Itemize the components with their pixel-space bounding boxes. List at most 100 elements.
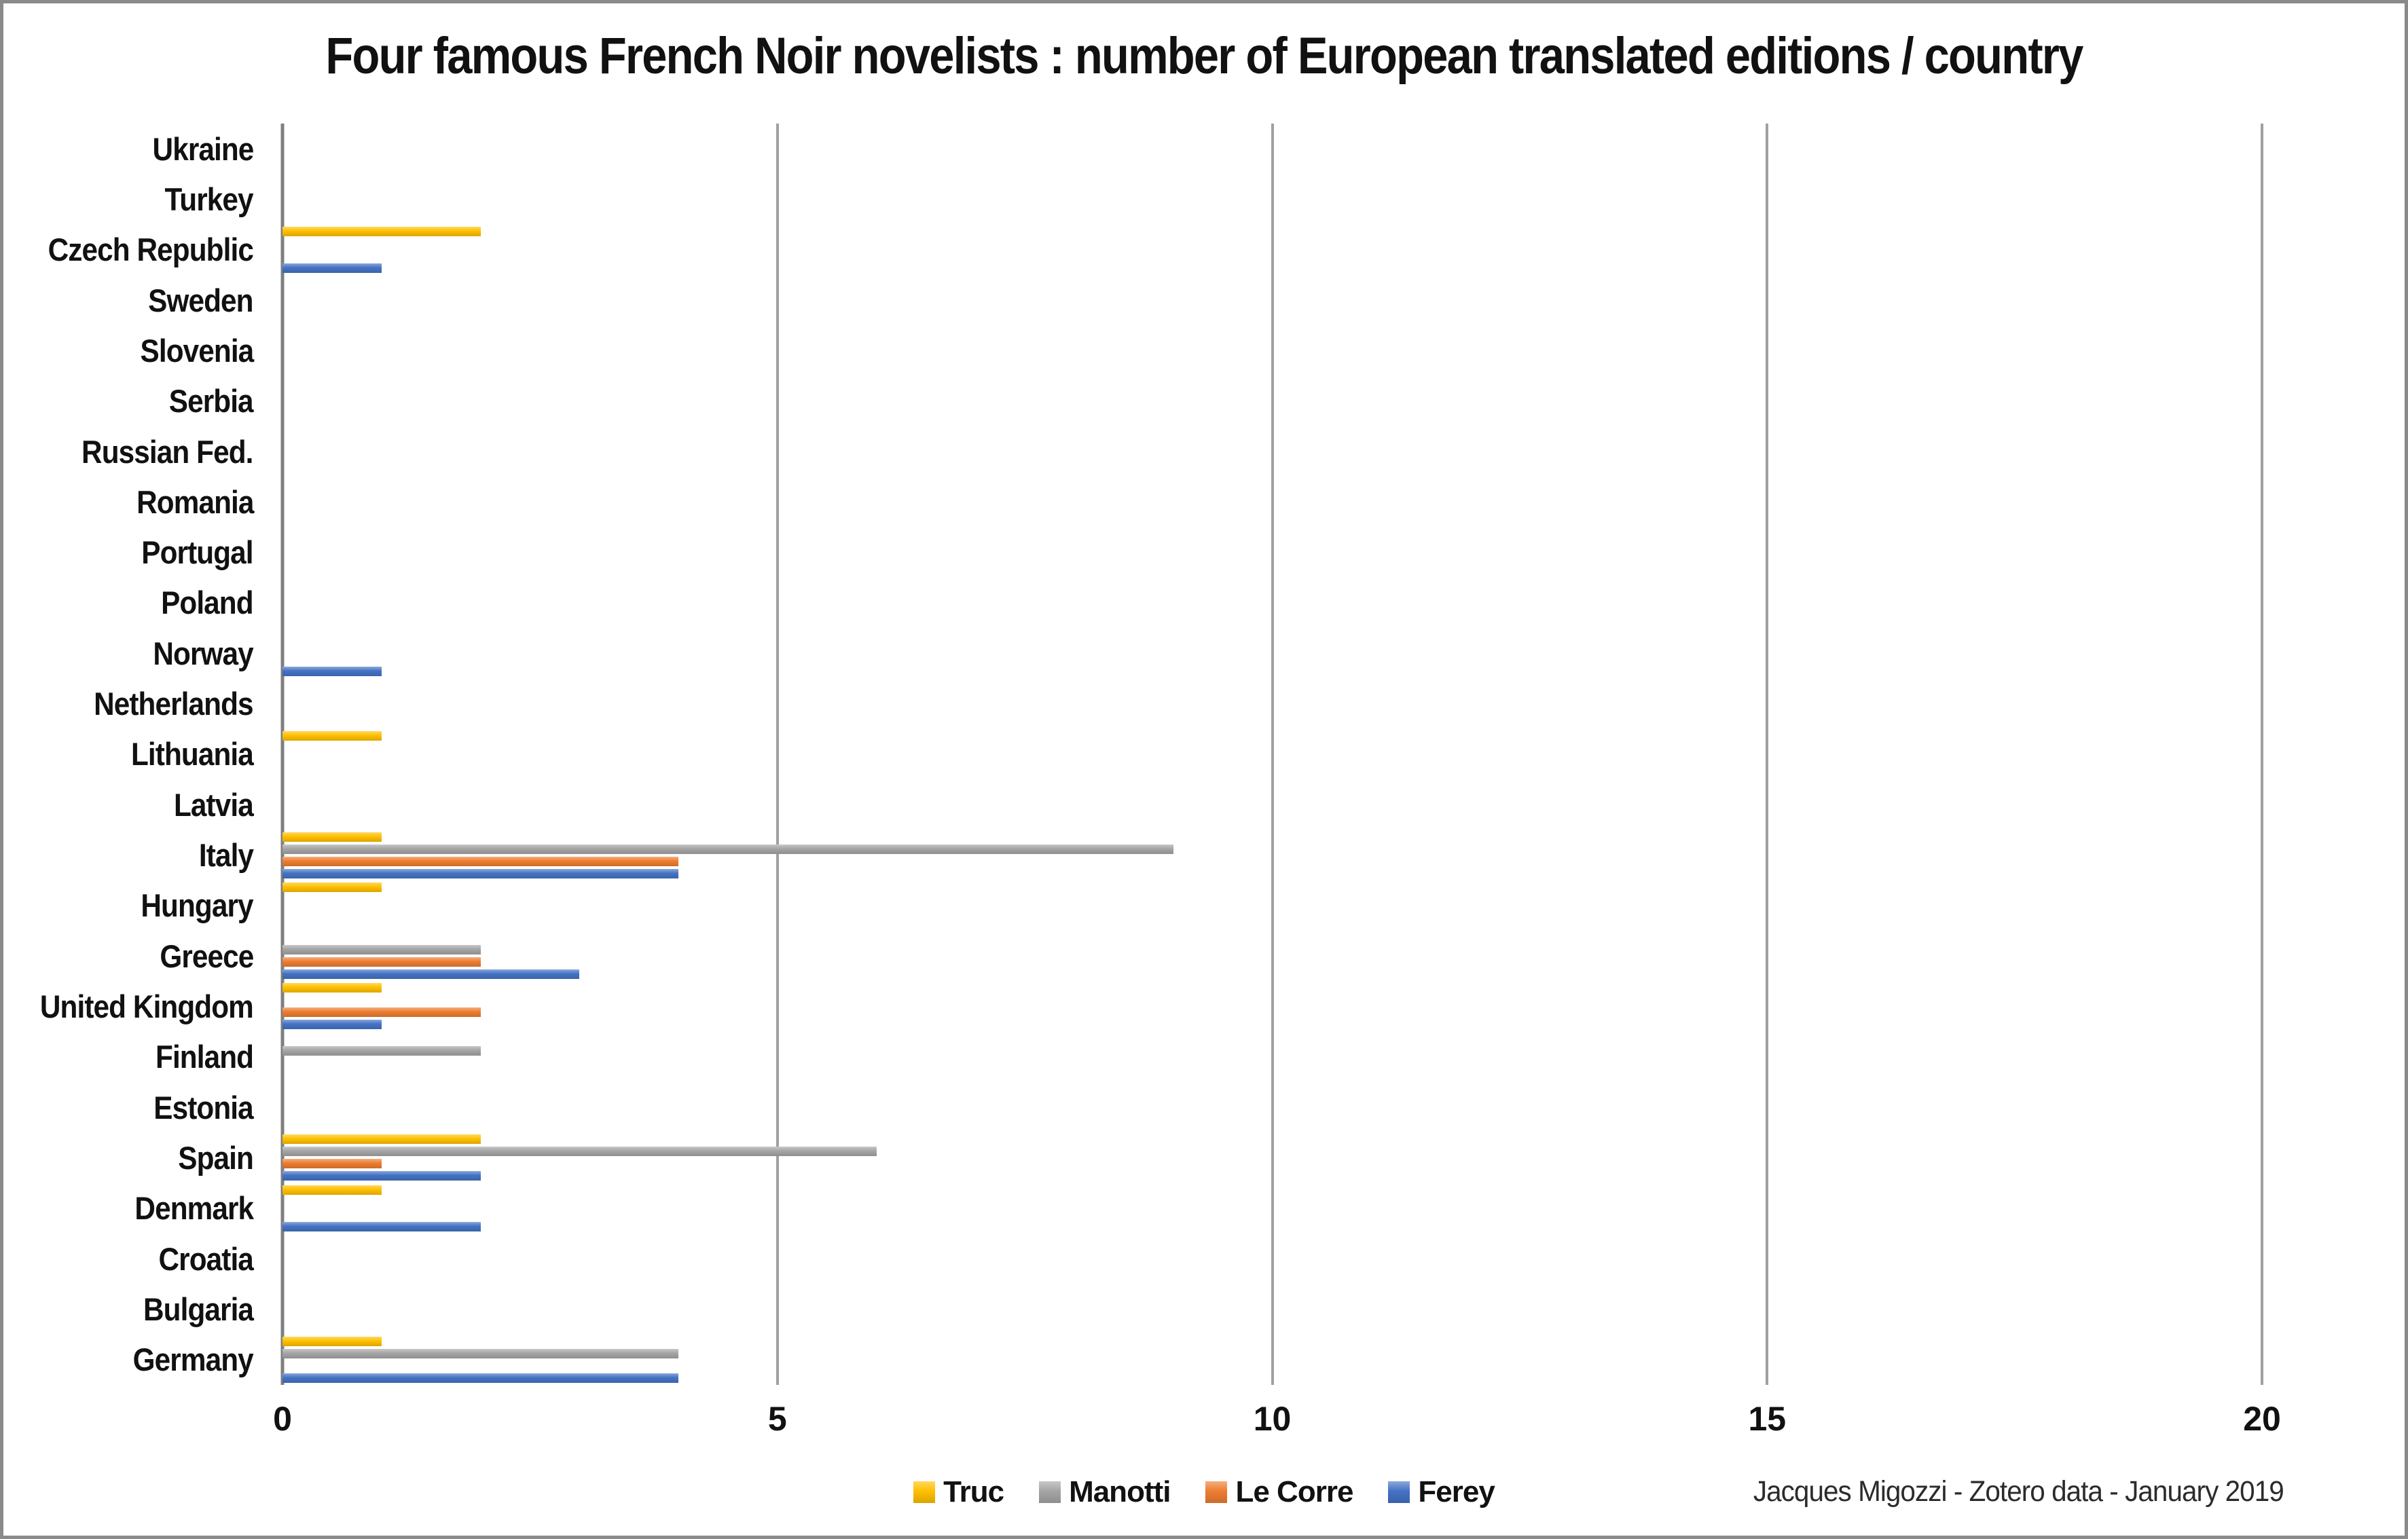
bar-slot — [282, 491, 2262, 500]
category-label-germany: Germany — [132, 1341, 254, 1378]
bar-slot — [282, 212, 2262, 222]
category-cell: Slovenia — [3, 325, 254, 375]
bar-slot — [282, 1084, 2262, 1094]
legend-color-chip-le-corre — [1205, 1481, 1228, 1503]
bar-group-netherlands — [282, 678, 2262, 728]
bar-slot — [282, 1071, 2262, 1080]
bar-slot — [282, 479, 2262, 488]
category-cell: Croatia — [3, 1234, 254, 1284]
bar-ferey-italy — [282, 868, 678, 878]
bar-group-poland — [282, 578, 2262, 628]
bar-slot — [282, 604, 2262, 614]
bar-slot — [282, 566, 2262, 576]
bar-group-united-kingdom — [282, 981, 2262, 1031]
category-axis-line — [280, 124, 285, 1385]
bar-slot — [282, 1348, 2262, 1358]
category-label-slovenia: Slovenia — [140, 332, 254, 369]
bar-slot — [282, 1034, 2262, 1043]
category-cell: Lithuania — [3, 729, 254, 779]
x-tick-label-15: 15 — [1748, 1400, 1787, 1438]
bar-slot — [282, 542, 2262, 551]
bar-slot — [282, 1361, 2262, 1371]
category-label-bulgaria: Bulgaria — [143, 1291, 254, 1327]
bar-slot — [282, 806, 2262, 815]
bar-slot — [282, 1134, 2262, 1145]
category-cell: Russian Fed. — [3, 426, 254, 477]
bar-slot — [282, 844, 2262, 854]
bar-slot — [282, 1185, 2262, 1195]
bar-le-corre-united-kingdom — [282, 1007, 481, 1018]
category-label-norway: Norway — [153, 635, 254, 671]
category-label-greece: Greece — [159, 938, 254, 974]
bar-slot — [282, 465, 2262, 475]
category-label-russian-fed-: Russian Fed. — [81, 433, 254, 470]
bar-slot — [282, 150, 2262, 160]
category-label-latvia: Latvia — [174, 786, 254, 823]
category-label-united-kingdom: United Kingdom — [39, 988, 254, 1024]
bar-ferey-united-kingdom — [282, 1020, 382, 1030]
bar-truc-denmark — [282, 1185, 382, 1195]
bar-slot — [282, 1109, 2262, 1118]
x-tick-label-0: 0 — [273, 1400, 292, 1438]
category-cell: Sweden — [3, 275, 254, 325]
bar-slot — [282, 314, 2262, 323]
legend-color-chip-ferey — [1388, 1481, 1410, 1503]
bar-slot — [282, 995, 2262, 1005]
bar-slot — [282, 756, 2262, 765]
bar-slot — [282, 503, 2262, 513]
category-label-sweden: Sweden — [148, 282, 254, 318]
bar-slot — [282, 718, 2262, 727]
bar-slot — [282, 1096, 2262, 1106]
bar-slot — [282, 895, 2262, 904]
bar-slot — [282, 1058, 2262, 1068]
bar-slot — [282, 162, 2262, 172]
bar-truc-germany — [282, 1336, 382, 1346]
category-cell: Ukraine — [3, 124, 254, 174]
bar-slot — [282, 364, 2262, 373]
legend-label-ferey: Ferey — [1418, 1475, 1495, 1508]
bar-group-estonia — [282, 1082, 2262, 1132]
x-tick-label-5: 5 — [767, 1400, 787, 1438]
bar-slot — [282, 289, 2262, 299]
bar-slot — [282, 1221, 2262, 1231]
bar-slot — [282, 301, 2262, 311]
category-label-ukraine: Ukraine — [152, 130, 254, 167]
category-label-spain: Spain — [178, 1139, 254, 1176]
category-label-estonia: Estonia — [153, 1089, 254, 1126]
x-tick-label-20: 20 — [2243, 1400, 2281, 1438]
legend-item-le-corre: Le Corre — [1205, 1475, 1353, 1509]
bar-slot — [282, 428, 2262, 438]
bar-slot — [282, 580, 2262, 589]
category-labels: Ukraine Turkey Czech Republic Sweden Sloveni… — [3, 124, 254, 1385]
legend-label-truc: Truc — [943, 1475, 1004, 1508]
bar-slot — [282, 1020, 2262, 1030]
bar-slot — [282, 1210, 2262, 1219]
bar-slot — [282, 226, 2262, 236]
gridline-10 — [1271, 124, 1274, 1385]
bar-slot — [282, 453, 2262, 462]
category-cell: Turkey — [3, 174, 254, 224]
bar-group-sweden — [282, 275, 2262, 325]
bar-slot — [282, 251, 2262, 261]
bar-manotti-greece — [282, 945, 481, 955]
bar-slot — [282, 794, 2262, 803]
bar-group-serbia — [282, 376, 2262, 426]
bar-slot — [282, 933, 2262, 942]
bar-group-latvia — [282, 779, 2262, 830]
bar-slot — [282, 957, 2262, 967]
category-label-serbia: Serbia — [169, 383, 254, 420]
category-label-lithuania: Lithuania — [131, 736, 254, 773]
bar-group-norway — [282, 628, 2262, 678]
legend: Truc Manotti Le Corre Ferey — [3, 1468, 2405, 1516]
bar-group-croatia — [282, 1234, 2262, 1284]
bar-group-ukraine — [282, 124, 2262, 174]
bar-slot — [282, 832, 2262, 842]
bar-slot — [282, 693, 2262, 703]
bar-slot — [282, 1260, 2262, 1269]
category-cell: Germany — [3, 1335, 254, 1385]
bar-slot — [282, 1236, 2262, 1245]
bar-slot — [282, 1198, 2262, 1207]
bar-slot — [282, 1310, 2262, 1320]
bar-slot — [282, 681, 2262, 690]
bar-ferey-czech-republic — [282, 263, 382, 273]
